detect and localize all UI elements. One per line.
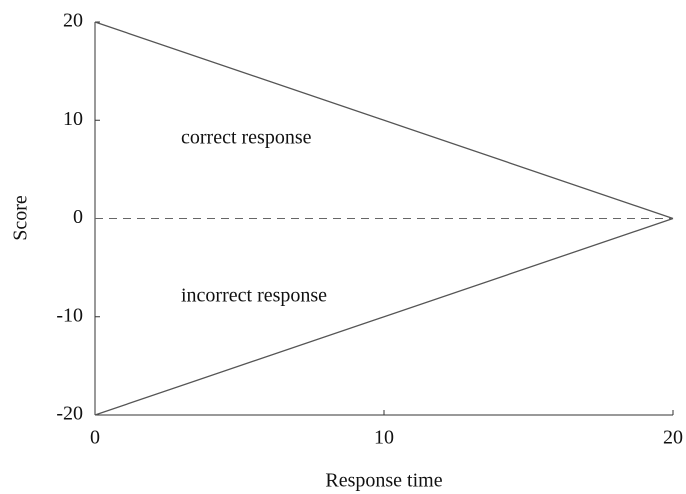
y-tick-label: -20 — [56, 403, 83, 425]
x-axis-label: Response time — [325, 470, 442, 492]
x-tick-label: 0 — [90, 427, 100, 449]
series-line — [94, 21, 674, 220]
y-tick-label: 20 — [63, 10, 83, 32]
x-tick-label: 20 — [663, 427, 683, 449]
series-line — [94, 217, 674, 416]
annotation: correct response — [181, 127, 312, 149]
annotation: incorrect response — [181, 285, 327, 307]
x-tick-label: 10 — [374, 427, 394, 449]
y-axis-label: Score — [10, 195, 32, 241]
y-tick-label: -10 — [56, 304, 83, 326]
y-tick-label: 0 — [73, 206, 83, 228]
y-tick-label: 10 — [63, 108, 83, 130]
